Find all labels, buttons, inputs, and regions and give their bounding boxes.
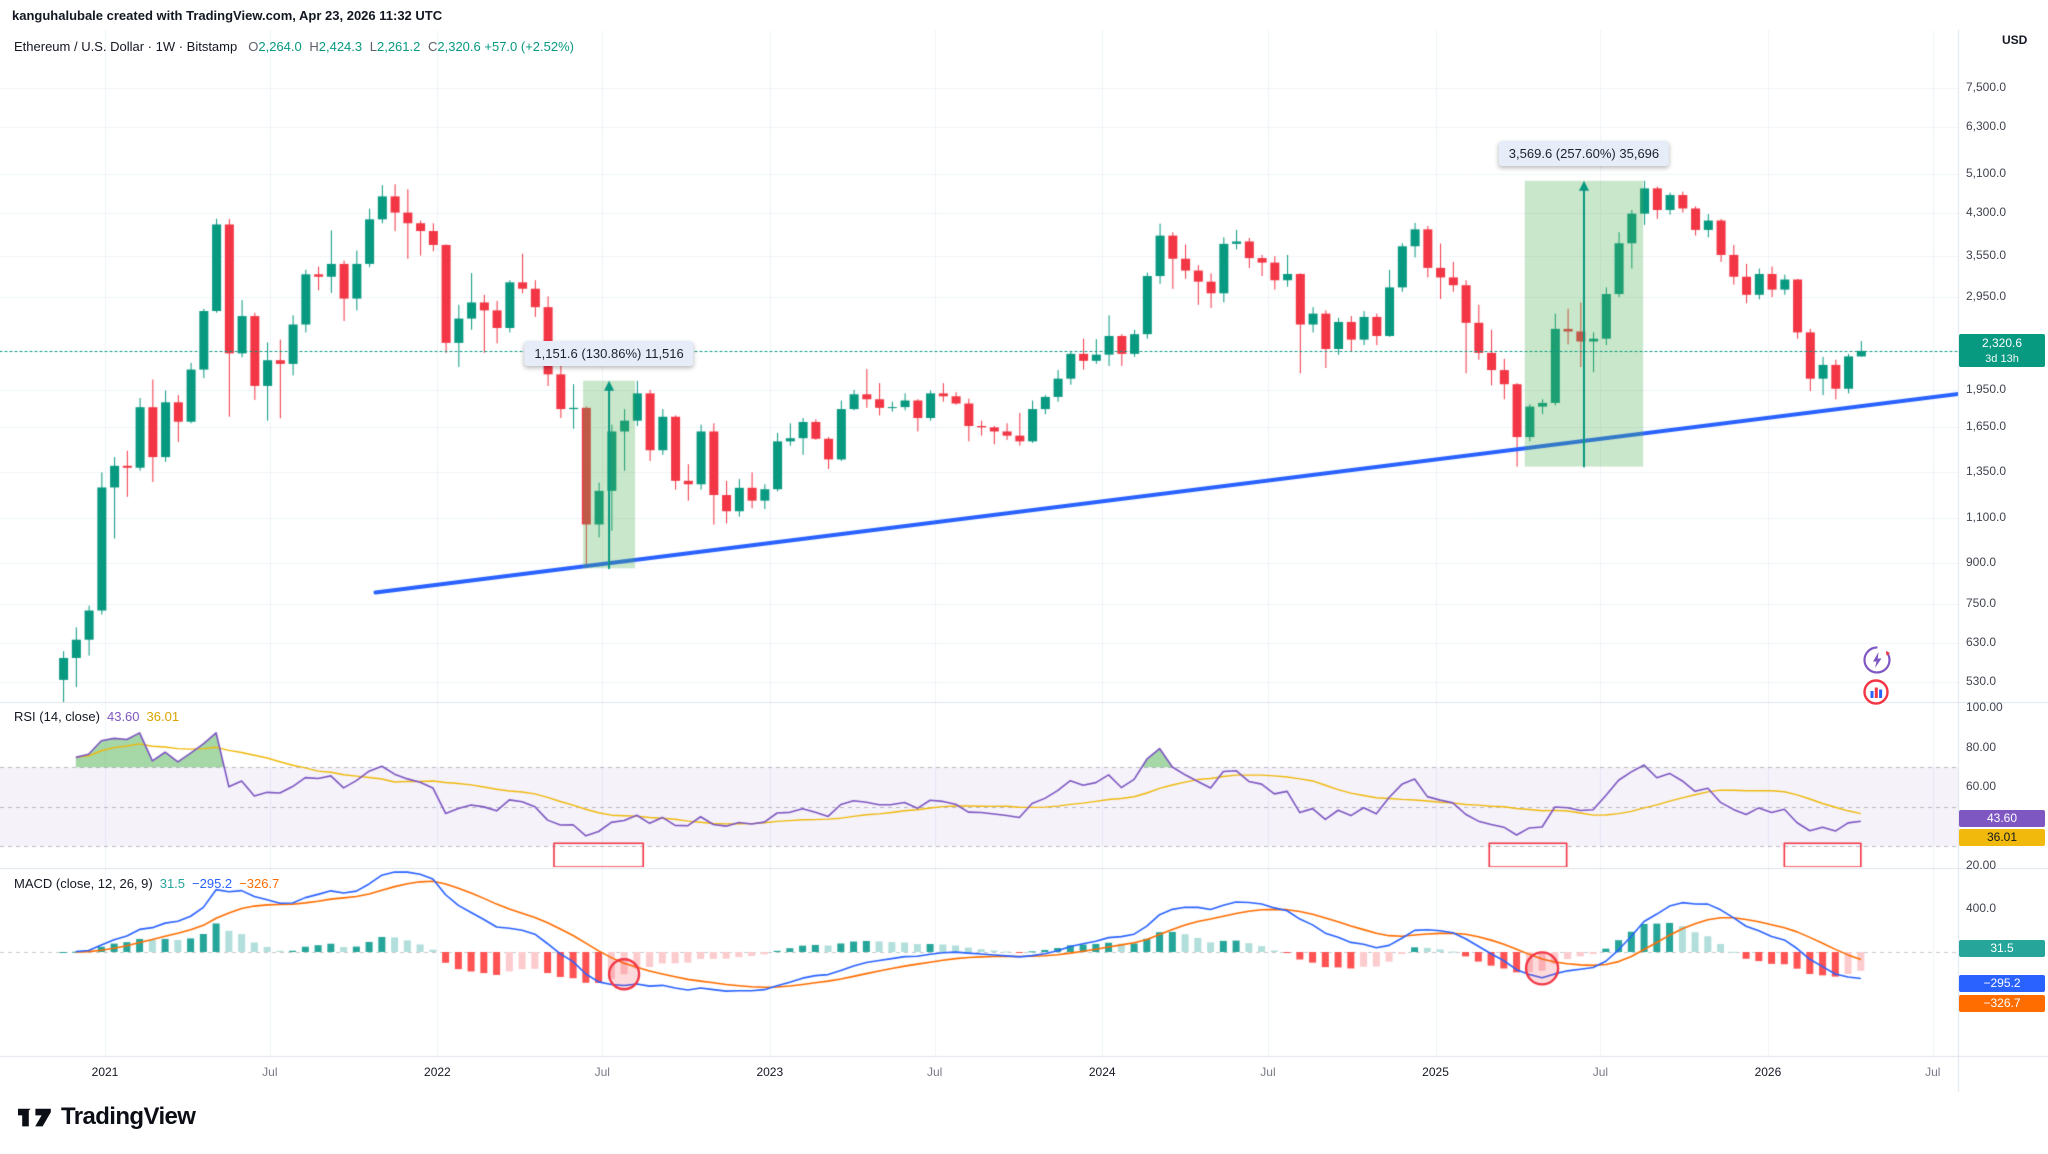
rsi-title[interactable]: RSI (14, close) xyxy=(14,709,100,724)
rsi-legend: RSI (14, close) 43.60 36.01 xyxy=(14,709,179,724)
price-range-label-2022[interactable]: 1,151.6 (130.86%) 11,516 xyxy=(524,340,694,366)
macd-line-value: −295.2 xyxy=(192,876,233,891)
time-tick-month: Jul xyxy=(1925,1065,1941,1079)
symbol-title[interactable]: Ethereum / U.S. Dollar · 1W · Bitstamp xyxy=(14,39,238,54)
tradingview-logo-mark xyxy=(18,1108,51,1126)
open-value: 2,264.0 xyxy=(258,39,302,54)
last-price-badge[interactable]: 2,320.6 3d 13h xyxy=(1959,333,2045,367)
rsi-badge[interactable]: 43.60 xyxy=(1959,810,2045,828)
time-tick-year: 2024 xyxy=(1088,1065,1116,1079)
axis-currency-label[interactable]: USD xyxy=(2002,33,2028,47)
price-tick-label: 1,350.0 xyxy=(1966,464,2007,479)
tradingview-logo[interactable]: TradingView xyxy=(18,1103,196,1131)
price-tick-label: 5,100.0 xyxy=(1966,166,2007,181)
high-value: 2,424.3 xyxy=(318,39,363,54)
time-tick-month: Jul xyxy=(1260,1065,1276,1079)
macd-hist-value: 31.5 xyxy=(159,876,186,891)
price-tick-label: 750.0 xyxy=(1966,596,1997,611)
attribution-text: kanguhalubale created with TradingView.c… xyxy=(12,7,443,23)
time-tick-month: Jul xyxy=(594,1065,610,1079)
time-tick-year: 2022 xyxy=(424,1065,451,1079)
low-label: L xyxy=(369,39,377,54)
tradingview-wordmark: TradingView xyxy=(61,1103,196,1130)
symbol-legend: Ethereum / U.S. Dollar · 1W · Bitstamp O… xyxy=(14,39,574,54)
time-tick-year: 2026 xyxy=(1754,1065,1782,1079)
macd-line-badge[interactable]: −295.2 xyxy=(1959,974,2045,992)
close-label: C xyxy=(427,39,438,54)
price-tick-label: 6,300.0 xyxy=(1966,118,2007,133)
time-tick-year: 2023 xyxy=(756,1065,784,1079)
last-price-value: 2,320.6 xyxy=(1981,335,2023,350)
rsi-tick-label: 60.00 xyxy=(1966,779,1997,793)
rsi-value: 43.60 xyxy=(106,709,140,724)
rsi-tick-label: 80.00 xyxy=(1966,739,1997,754)
attribution-bar: kanguhalubale created with TradingView.c… xyxy=(0,0,2048,30)
price-tick-label: 1,950.0 xyxy=(1966,381,2007,396)
macd-hist-badge[interactable]: 31.5 xyxy=(1959,939,2045,957)
ohlc-values: O2,264.0 H2,424.3 L2,261.2 C2,320.6 +57.… xyxy=(244,39,574,54)
rsi-tick-label: 20.00 xyxy=(1966,858,1997,872)
price-axis[interactable]: USD 2,320.6 3d 13h 43.60 36.01 31.5 −295… xyxy=(1958,0,2048,1092)
price-tick-label: 4,300.0 xyxy=(1966,204,2007,219)
close-value: 2,320.6 xyxy=(437,39,481,54)
time-tick-year: 2025 xyxy=(1422,1065,1449,1079)
price-tick-label: 1,650.0 xyxy=(1966,419,2007,434)
price-tick-label: 1,100.0 xyxy=(1966,510,2007,525)
price-tick-label: 3,550.0 xyxy=(1966,247,2007,262)
chart-sticker-icons xyxy=(1862,645,1892,706)
bar-countdown: 3d 13h xyxy=(1985,352,2019,365)
time-tick-month: Jul xyxy=(262,1065,278,1079)
rsi-ma-badge[interactable]: 36.01 xyxy=(1959,829,2045,847)
rsi-ma-value: 36.01 xyxy=(146,709,180,724)
time-tick-month: Jul xyxy=(926,1065,943,1079)
time-tick-month: Jul xyxy=(1592,1065,1609,1079)
macd-signal-value: −326.7 xyxy=(239,876,280,891)
price-tick-label: 630.0 xyxy=(1966,635,1997,650)
price-tick-label: 900.0 xyxy=(1966,555,1997,570)
price-range-label-2025[interactable]: 3,569.6 (257.60%) 35,696 xyxy=(1498,140,1670,166)
mini-chart-icon[interactable] xyxy=(1862,678,1890,706)
macd-signal-badge[interactable]: −326.7 xyxy=(1959,994,2045,1012)
high-label: H xyxy=(309,39,319,54)
change-value: +57.0 (+2.52%) xyxy=(484,39,574,54)
low-value: 2,261.2 xyxy=(376,39,421,54)
price-tick-label: 7,500.0 xyxy=(1966,79,2007,94)
macd-legend: MACD (close, 12, 26, 9) 31.5 −295.2 −326… xyxy=(14,876,279,891)
macd-tick-label: 400.0 xyxy=(1966,901,1997,915)
price-tick-label: 2,950.0 xyxy=(1966,289,2007,304)
price-tick-label: 530.0 xyxy=(1966,674,1997,688)
time-tick-year: 2021 xyxy=(91,1065,119,1079)
rsi-tick-label: 100.00 xyxy=(1966,700,2003,714)
time-axis[interactable]: 2021 Jul 2022 Jul 2023 Jul 2024 Jul 2025 Jul 2026 J… xyxy=(0,1060,1958,1090)
open-label: O xyxy=(248,39,259,54)
lightning-icon[interactable] xyxy=(1862,645,1892,675)
macd-title[interactable]: MACD (close, 12, 26, 9) xyxy=(14,876,153,891)
